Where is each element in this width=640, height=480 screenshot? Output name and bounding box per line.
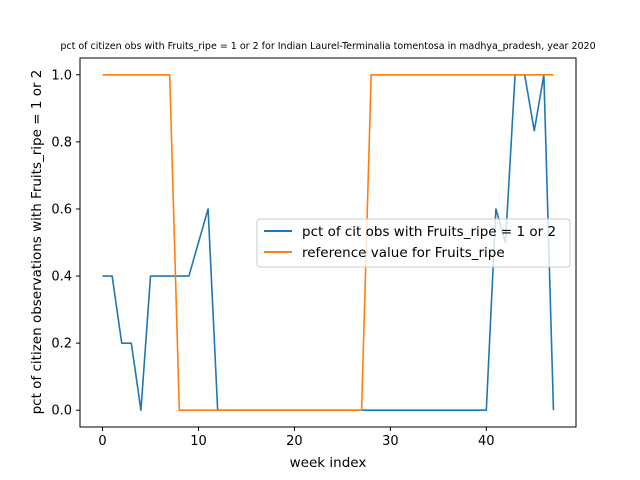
x-axis-label: week index [290,455,367,471]
y-tick-label: 0.4 [51,270,72,285]
x-tick-label: 30 [382,434,399,449]
legend-frame [256,218,571,268]
y-tick-label: 0.2 [51,337,72,352]
x-tick-label: 20 [286,434,303,449]
legend-label-series-2: reference value for Fruits_ripe [302,245,505,261]
x-tick-label: 10 [190,434,207,449]
y-tick-label: 1.0 [51,68,72,83]
y-axis-ticks: 0.0 0.2 0.4 0.6 0.8 1.0 [51,68,80,419]
y-tick-label: 0.8 [51,135,72,150]
plot-area [102,73,555,412]
y-tick-label: 0.6 [51,202,72,217]
x-axis-ticks: 0 10 20 30 40 [98,427,495,449]
x-tick-label: 0 [98,434,106,449]
y-tick-label: 0.0 [51,404,72,419]
axes-frame [79,57,577,428]
chart-title: pct of citizen obs with Fruits_ripe = 1 … [60,41,595,52]
series-line-2 [102,73,554,412]
legend: pct of cit obs with Fruits_ripe = 1 or 2… [256,218,571,268]
x-tick-label: 40 [478,434,495,449]
y-axis-label: pct of citizen observations with Fruits_… [29,70,45,415]
legend-label-series-1: pct of cit obs with Fruits_ripe = 1 or 2 [302,224,556,240]
